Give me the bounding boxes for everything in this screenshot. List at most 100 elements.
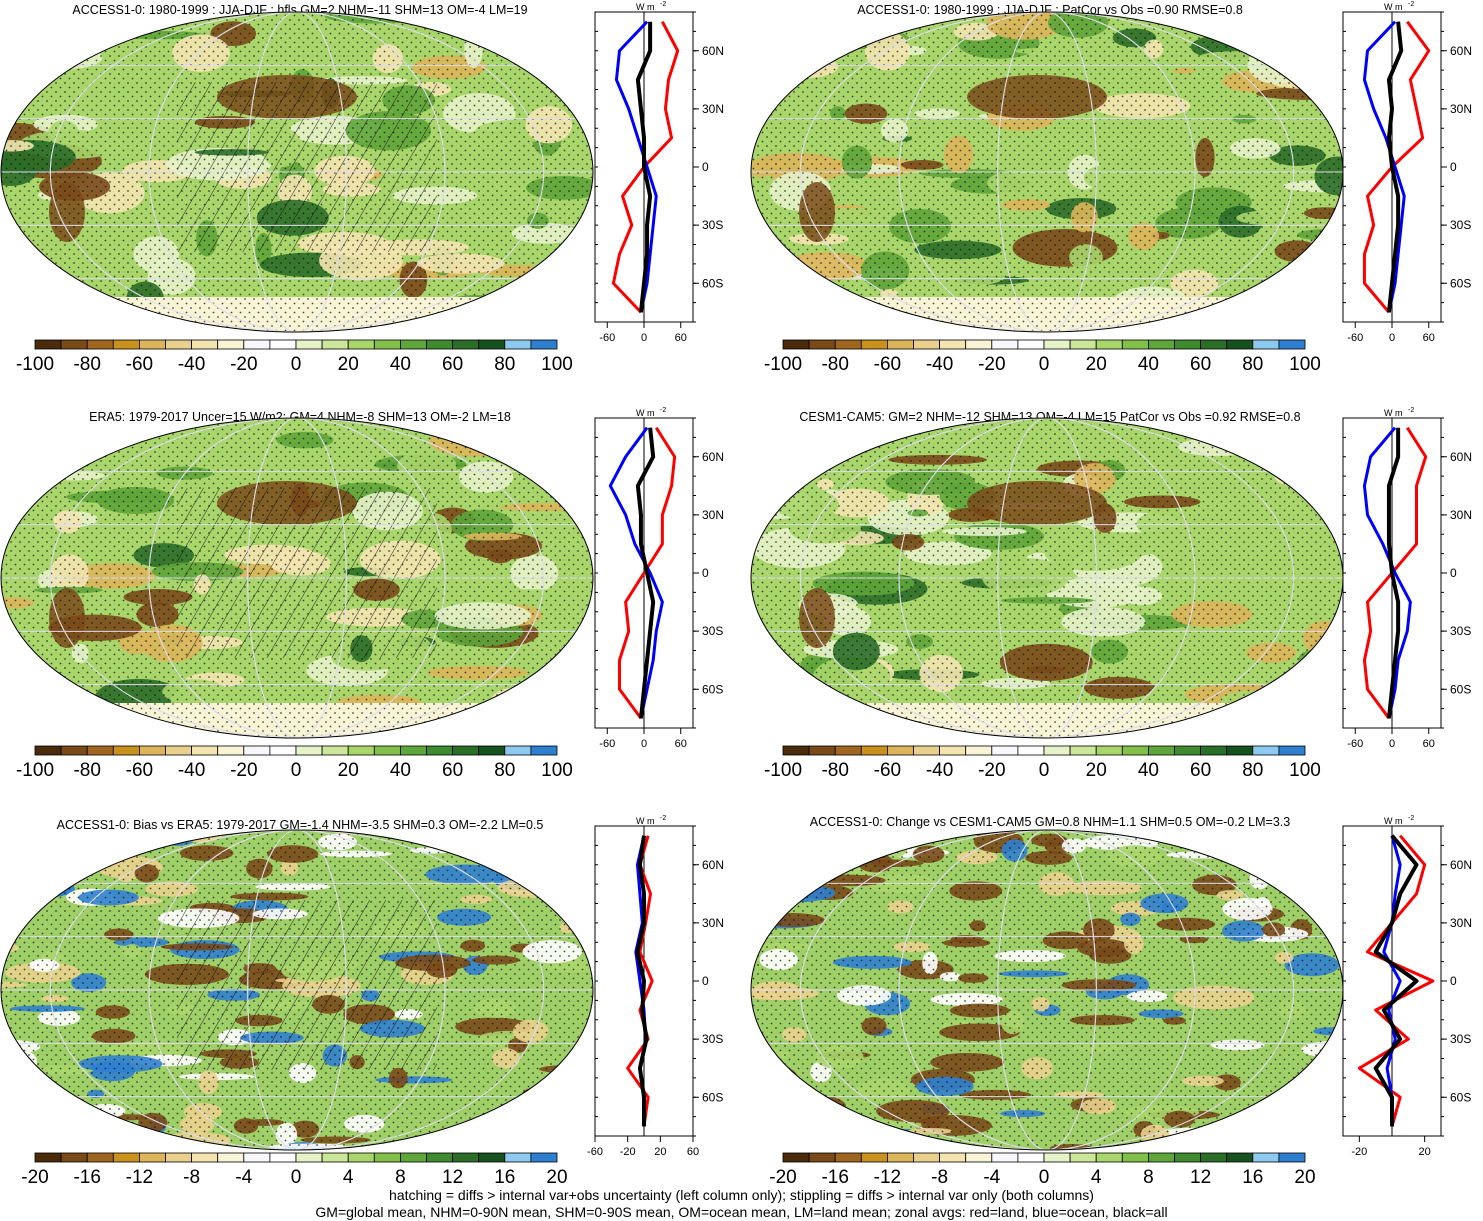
colorbar-swatch	[1017, 745, 1045, 756]
lat-tick-label: 60N	[702, 450, 724, 464]
map-anomaly-patch	[751, 62, 777, 97]
map-anomaly-patch	[507, 856, 547, 865]
colorbar-swatch	[1043, 1152, 1071, 1163]
map-anomaly-patch	[482, 716, 509, 738]
colorbar-swatch	[1252, 339, 1280, 350]
colorbar-swatch	[887, 339, 914, 350]
x-tick-label: 60	[675, 738, 687, 750]
map-anomaly-patch	[773, 704, 839, 722]
colorbar-swatch	[478, 745, 506, 756]
colorbar-swatch	[1095, 745, 1123, 756]
colorbar-swatch	[295, 745, 323, 756]
zonal-unit-superscript: -2	[1408, 1, 1414, 8]
zonal-series-all	[635, 427, 656, 719]
colorbar-swatch	[426, 339, 454, 350]
colorbar-swatch	[1226, 339, 1254, 350]
colorbar-label: 40	[390, 354, 411, 375]
colorbar-swatch	[808, 745, 836, 756]
colorbar-swatch	[347, 339, 375, 350]
zonal-unit-label: W m	[636, 408, 655, 418]
graticule-line	[799, 12, 1295, 332]
graticule-line	[148, 12, 446, 332]
graticule-line	[997, 830, 1097, 1150]
colorbar-label: 40	[1138, 354, 1159, 375]
colorbar-swatch	[834, 745, 862, 756]
lat-tick-label: 0	[702, 160, 709, 174]
colorbar-swatch	[243, 1152, 271, 1163]
zonal-unit-label: W m	[636, 816, 655, 826]
colorbar-label: 0	[291, 1167, 302, 1188]
map-anomaly-patch	[751, 900, 789, 916]
zonal-series-ocean	[1362, 20, 1406, 313]
colorbar-swatch	[1069, 1152, 1097, 1163]
colorbar: -20 -16 -12 -8 -4 0 4 8 12 16 20	[769, 1152, 1316, 1188]
map-outline	[0, 11, 594, 333]
zonal-series-all	[1386, 21, 1404, 313]
graticule-line	[898, 830, 1196, 1150]
map-anomaly-patch	[751, 481, 784, 507]
map-anomaly-patch	[1242, 1122, 1295, 1141]
map-anomaly-patch	[1, 898, 39, 920]
map-anomaly-patch	[497, 1135, 559, 1150]
map-anomaly-patch	[491, 1130, 536, 1147]
colorbar-swatch	[243, 745, 271, 756]
colorbar-swatch	[1226, 745, 1254, 756]
lat-tick-label: 30N	[1450, 916, 1472, 930]
colorbar-swatch	[1174, 745, 1202, 756]
map-anomaly-patch	[511, 1098, 558, 1106]
colorbar-label: 8	[395, 1167, 406, 1188]
colorbar-swatch	[1148, 745, 1175, 756]
colorbar-swatch	[913, 339, 941, 350]
zonal-unit-superscript: -2	[660, 1, 666, 8]
zonal-unit-superscript: -2	[1408, 407, 1414, 414]
world-map	[750, 11, 1344, 333]
x-tick-label: -60	[599, 332, 615, 344]
panel-title: ACCESS1-0: 1980-1999 : JJA-DJF : PatCor …	[857, 3, 1243, 17]
map-anomaly-patch	[480, 16, 525, 55]
colorbar-swatch	[939, 745, 967, 756]
zonal-unit-superscript: -2	[1408, 815, 1414, 822]
zonal-unit-label: W m	[1384, 408, 1403, 418]
lat-tick-label: 0	[1450, 160, 1457, 174]
colorbar-swatch	[60, 339, 88, 350]
colorbar-swatch	[86, 745, 114, 756]
graticule-line	[49, 830, 545, 1150]
map-anomaly-patch	[18, 891, 37, 912]
x-tick-label: -60	[587, 1146, 603, 1158]
map-anomaly-patch	[751, 830, 766, 837]
colorbar-swatch	[269, 1152, 297, 1163]
colorbar-label: 80	[494, 760, 515, 781]
map-anomaly-patch	[1, 723, 50, 731]
map-anomaly-patch	[456, 12, 489, 29]
map-anomaly-patch	[40, 875, 69, 887]
map-anomaly-patch	[1297, 73, 1335, 93]
zonal-series-land	[618, 426, 677, 720]
graticule-line	[997, 418, 1097, 738]
map-anomaly-patch	[798, 428, 854, 445]
map-anomaly-patch	[751, 451, 769, 491]
colorbar-label: 80	[494, 354, 515, 375]
map-anomaly-patch	[1, 873, 60, 895]
lat-tick-label: 60S	[702, 682, 723, 696]
colorbar-swatch	[112, 339, 140, 350]
colorbar-swatch	[478, 1152, 506, 1163]
colorbar-swatch	[1174, 1152, 1202, 1163]
graticule-line	[247, 12, 347, 332]
map-anomaly-patch	[1, 722, 63, 737]
colorbar-label: -4	[983, 1167, 1000, 1188]
colorbar-swatch	[1278, 1152, 1306, 1163]
hatching-overlay	[177, 82, 437, 252]
colorbar-swatch	[1278, 745, 1306, 756]
colorbar-swatch	[191, 745, 219, 756]
colorbar-swatch	[965, 1152, 993, 1163]
colorbar-swatch	[165, 745, 193, 756]
footer-note-legend: GM=global mean, NHM=0-90N mean, SHM=0-90…	[315, 1204, 1168, 1220]
map-anomaly-patch	[1219, 830, 1289, 836]
map-anomaly-patch	[1, 695, 74, 733]
colorbar-label: 100	[1289, 354, 1321, 375]
map-outline	[0, 417, 594, 739]
colorbar-swatch	[86, 1152, 114, 1163]
x-tick-label: 60	[1423, 738, 1435, 750]
colorbar-label: -40	[926, 354, 953, 375]
zonal-series-land	[626, 835, 654, 1127]
